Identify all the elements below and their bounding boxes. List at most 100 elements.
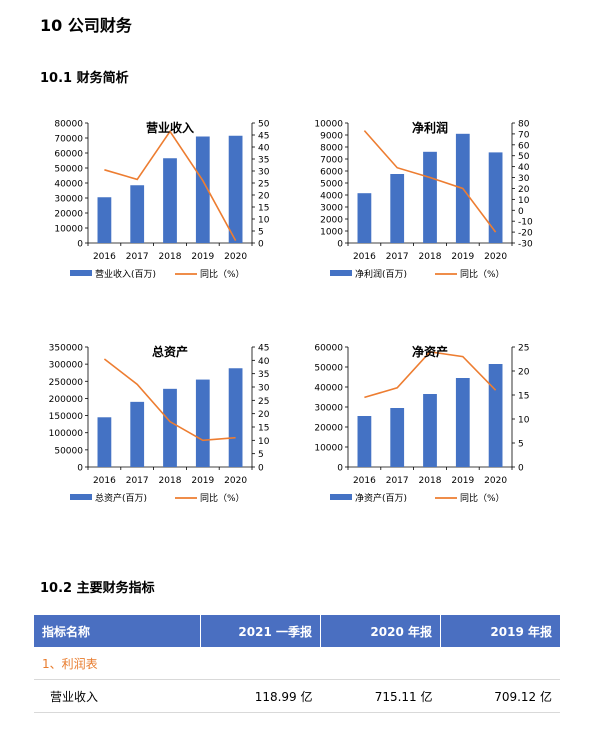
y-tick-label: 8000 [320,144,343,154]
chart-title: 营业收入 [146,120,194,135]
y2-tick-label: 40 [258,357,270,367]
x-tick-label: 2020 [484,252,507,262]
row-value-2021-q1: 118.99 亿 [200,679,321,713]
y2-tick-label: 60 [518,141,530,151]
x-tick-label: 2020 [484,476,507,486]
y2-tick-label: 5 [518,440,524,450]
x-tick-label: 2016 [353,252,376,262]
y-tick-label: 2000 [320,216,343,226]
legend-label-bar: 净利润(百万) [355,268,407,280]
x-tick-label: 2016 [93,476,116,486]
y-tick-label: 40000 [54,180,83,190]
y2-tick-label: 5 [258,228,264,238]
y2-tick-label: 45 [258,344,269,354]
y-tick-label: 5000 [320,180,343,190]
y-tick-label: 80000 [54,120,83,130]
y2-tick-label: 10 [258,216,270,226]
y2-tick-label: 10 [258,437,270,447]
y2-tick-label: 15 [258,204,269,214]
section-heading-key-indicators: 10.2 主要财务指标 [40,581,155,596]
bar [488,152,503,243]
legend-label-line: 同比（%） [460,268,505,280]
bar [163,158,177,243]
row-name: 营业收入 [34,679,201,713]
bar [423,151,437,243]
total-assets-chart: 0 50000 100000 150000 200000 250000 300000 3500… [40,337,300,542]
growth-line [104,129,237,241]
y2-tick-label: 25 [258,397,269,407]
legend-swatch-bar [70,270,92,276]
bar [130,401,145,467]
y-tick-label: 200000 [49,395,84,405]
y2-tick-label: -20 [518,229,533,239]
x-tick-label: 2017 [386,476,409,486]
y2-tick-label: 20 [258,192,270,202]
bar [163,388,177,467]
y2-tick-label: 70 [518,130,530,140]
y2-tick-label: 10 [518,416,530,426]
table-section-row: 1、利润表 [34,647,560,680]
bar [195,379,210,467]
bar [390,174,405,243]
y-tick-label: 10000 [314,120,343,130]
x-tick-label: 2018 [159,476,182,486]
y-tick-label: 300000 [49,361,84,371]
y-tick-label: 6000 [320,168,343,178]
x-tick-label: 2020 [224,252,247,262]
y-tick-label: 0 [337,240,343,250]
y-tick-label: 30000 [54,195,83,205]
bar [455,378,470,467]
legend-swatch-bar [330,494,352,500]
bar [488,364,503,467]
y2-tick-label: 15 [518,392,529,402]
section-label-income-statement: 1、利润表 [34,647,560,680]
x-tick-label: 2017 [126,476,149,486]
x-tick-label: 2018 [419,476,442,486]
growth-line [363,130,497,233]
bar [423,394,437,467]
y2-tick-label: 20 [258,410,270,420]
y-tick-label: 0 [337,464,343,474]
y2-tick-label: 25 [518,344,529,354]
y-tick-label: 50000 [54,446,83,456]
bar [228,135,243,243]
y2-tick-label: 5 [258,450,264,460]
y-tick-label: 10000 [314,444,343,454]
y-tick-label: 9000 [320,132,343,142]
legend-label-bar: 营业收入(百万) [95,268,156,280]
header-2020-annual: 2020 年报 [320,615,441,647]
y2-tick-label: 50 [518,152,530,162]
x-tick-label: 2019 [191,476,214,486]
legend-label-bar: 总资产(百万) [95,492,147,504]
table-header-row: 指标名称 2021 一季报 2020 年报 2019 年报 [34,615,560,647]
bar [357,193,372,243]
y2-tick-label: 30 [258,168,270,178]
chart-title: 净资产 [412,344,448,359]
bar [195,136,210,243]
bar [390,408,405,467]
bar [97,417,112,467]
net-profit-chart: 0 1000 2000 3000 4000 5000 6000 7000 8000 9000 100… [300,113,560,318]
chart-svg: 0 10000 20000 30000 40000 50000 60000 70000 8000… [54,120,270,281]
y2-tick-label: 45 [258,132,269,142]
financial-indicators-table: 指标名称 2021 一季报 2020 年报 2019 年报 1、利润表 营业收入… [34,615,560,713]
y2-tick-label: 25 [258,180,269,190]
legend-label-line: 同比（%） [460,492,505,504]
header-2019-annual: 2019 年报 [440,615,560,647]
y2-tick-label: 40 [258,144,270,154]
x-tick-label: 2016 [353,476,376,486]
chart-svg: 0100020003000400050006000700080009000100… [314,120,533,281]
x-tick-label: 2019 [451,476,474,486]
x-tick-label: 2017 [126,252,149,262]
y2-tick-label: 20 [518,368,530,378]
x-tick-label: 2018 [419,252,442,262]
x-tick-label: 2020 [224,476,247,486]
y-tick-label: 10000 [54,225,83,235]
bar [357,416,372,467]
x-tick-label: 2018 [159,252,182,262]
legend-label-line: 同比（%） [200,492,245,504]
y-tick-label: 20000 [54,210,83,220]
growth-line [103,358,236,442]
header-indicator-name: 指标名称 [34,615,201,647]
bar [130,185,145,243]
